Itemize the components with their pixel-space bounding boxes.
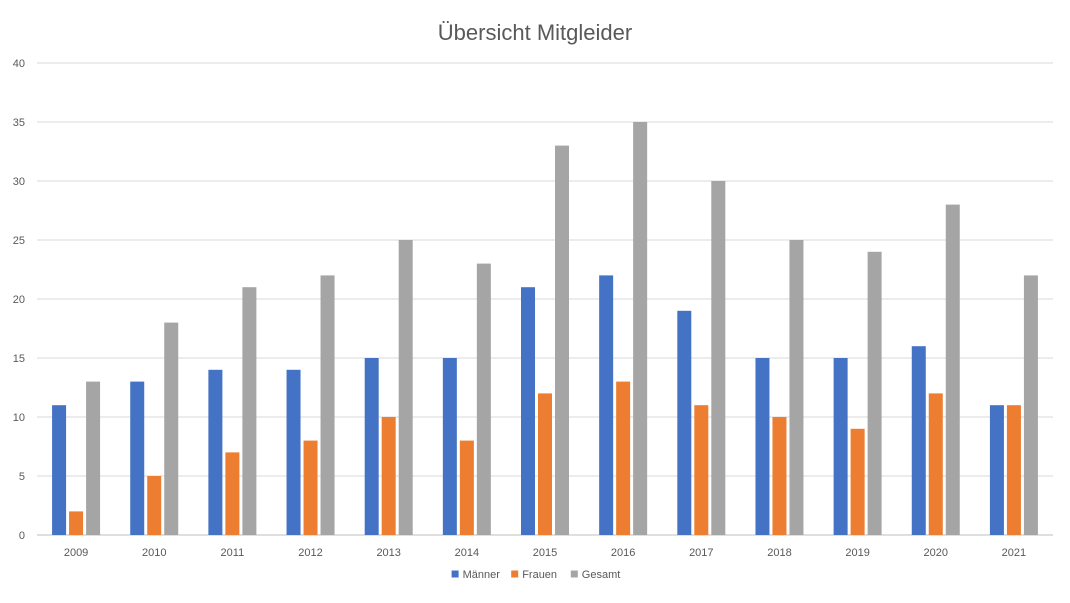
bar-m-nner-2018 (755, 358, 770, 535)
bar-gesamt-2009 (86, 381, 101, 535)
legend: Männer Frauen Gesamt (451, 569, 621, 581)
bar-gesamt-2016 (633, 122, 648, 535)
bar-m-nner-2017 (677, 310, 692, 535)
legend-item: Männer (451, 569, 501, 581)
gridlines (37, 62, 1053, 536)
legend-item: Gesamt (570, 569, 621, 581)
legend-label: Frauen (522, 569, 557, 581)
y-tick-label: 0 (19, 530, 25, 542)
bar-frauen-2019 (850, 428, 865, 535)
y-tick-label: 5 (19, 471, 25, 483)
bar-m-nner-2019 (833, 358, 848, 535)
legend-item: Frauen (511, 569, 557, 581)
y-tick-label: 35 (13, 117, 25, 129)
x-tick-label: 2015 (533, 547, 557, 559)
y-tick-label: 20 (13, 294, 25, 306)
x-tick-label: 2010 (142, 547, 166, 559)
bars (52, 122, 1038, 536)
y-tick-label: 10 (13, 412, 25, 424)
bar-m-nner-2011 (208, 369, 223, 535)
x-tick-label: 2020 (924, 547, 948, 559)
bar-frauen-2020 (928, 393, 943, 535)
bar-m-nner-2016 (599, 275, 614, 535)
bar-frauen-2012 (303, 440, 318, 535)
bar-gesamt-2010 (164, 322, 179, 535)
bar-m-nner-2012 (286, 369, 301, 535)
bar-m-nner-2015 (521, 287, 535, 535)
y-tick-label: 40 (13, 58, 25, 70)
bar-frauen-2010 (147, 476, 162, 535)
x-tick-label: 2012 (298, 547, 322, 559)
bar-m-nner-2014 (442, 358, 457, 535)
bar-gesamt-2015 (555, 145, 569, 535)
bar-gesamt-2013 (398, 240, 413, 535)
bar-frauen-2013 (381, 417, 396, 535)
x-tick-label: 2011 (221, 547, 245, 559)
bar-gesamt-2011 (242, 287, 257, 535)
bar-gesamt-2018 (789, 240, 804, 535)
y-tick-label: 25 (13, 235, 25, 247)
bar-gesamt-2012 (320, 275, 335, 535)
legend-label: Männer (463, 569, 501, 581)
bar-gesamt-2021 (1023, 275, 1038, 535)
bar-frauen-2018 (772, 417, 787, 535)
chart-title: Übersicht Mitgleider (438, 20, 632, 45)
bar-frauen-2016 (616, 381, 631, 535)
y-tick-label: 15 (13, 353, 25, 365)
x-tick-label: 2019 (845, 547, 869, 559)
y-axis-ticks: 0 5 10 15 20 25 30 35 40 (13, 58, 25, 542)
legend-swatch (570, 570, 578, 578)
bar-gesamt-2017 (711, 181, 726, 535)
bar-m-nner-2009 (52, 405, 67, 535)
bar-frauen-2021 (1006, 405, 1021, 535)
x-tick-label: 2017 (689, 547, 713, 559)
bar-frauen-2014 (459, 440, 474, 535)
bar-m-nner-2013 (364, 358, 379, 535)
x-tick-label: 2018 (767, 547, 791, 559)
bar-m-nner-2021 (989, 405, 1004, 535)
bar-m-nner-2010 (130, 381, 145, 535)
legend-label: Gesamt (582, 569, 621, 581)
bar-gesamt-2019 (867, 251, 882, 536)
bar-frauen-2011 (225, 452, 240, 535)
y-tick-label: 30 (13, 176, 25, 188)
x-tick-label: 2013 (376, 547, 400, 559)
x-axis-ticks: 2009 2010 2011 2012 2013 2014 2015 2016 2017 2018… (64, 547, 1026, 559)
x-tick-label: 2021 (1002, 547, 1026, 559)
bar-gesamt-2014 (476, 263, 491, 535)
legend-swatch (511, 570, 519, 578)
bar-m-nner-2020 (911, 346, 926, 535)
bar-frauen-2015 (538, 393, 552, 535)
x-tick-label: 2016 (611, 547, 635, 559)
bar-frauen-2009 (69, 511, 84, 535)
x-tick-label: 2009 (64, 547, 88, 559)
legend-swatch (451, 570, 459, 578)
bar-frauen-2017 (694, 405, 709, 535)
x-tick-label: 2014 (455, 547, 479, 559)
bar-gesamt-2020 (945, 204, 960, 535)
